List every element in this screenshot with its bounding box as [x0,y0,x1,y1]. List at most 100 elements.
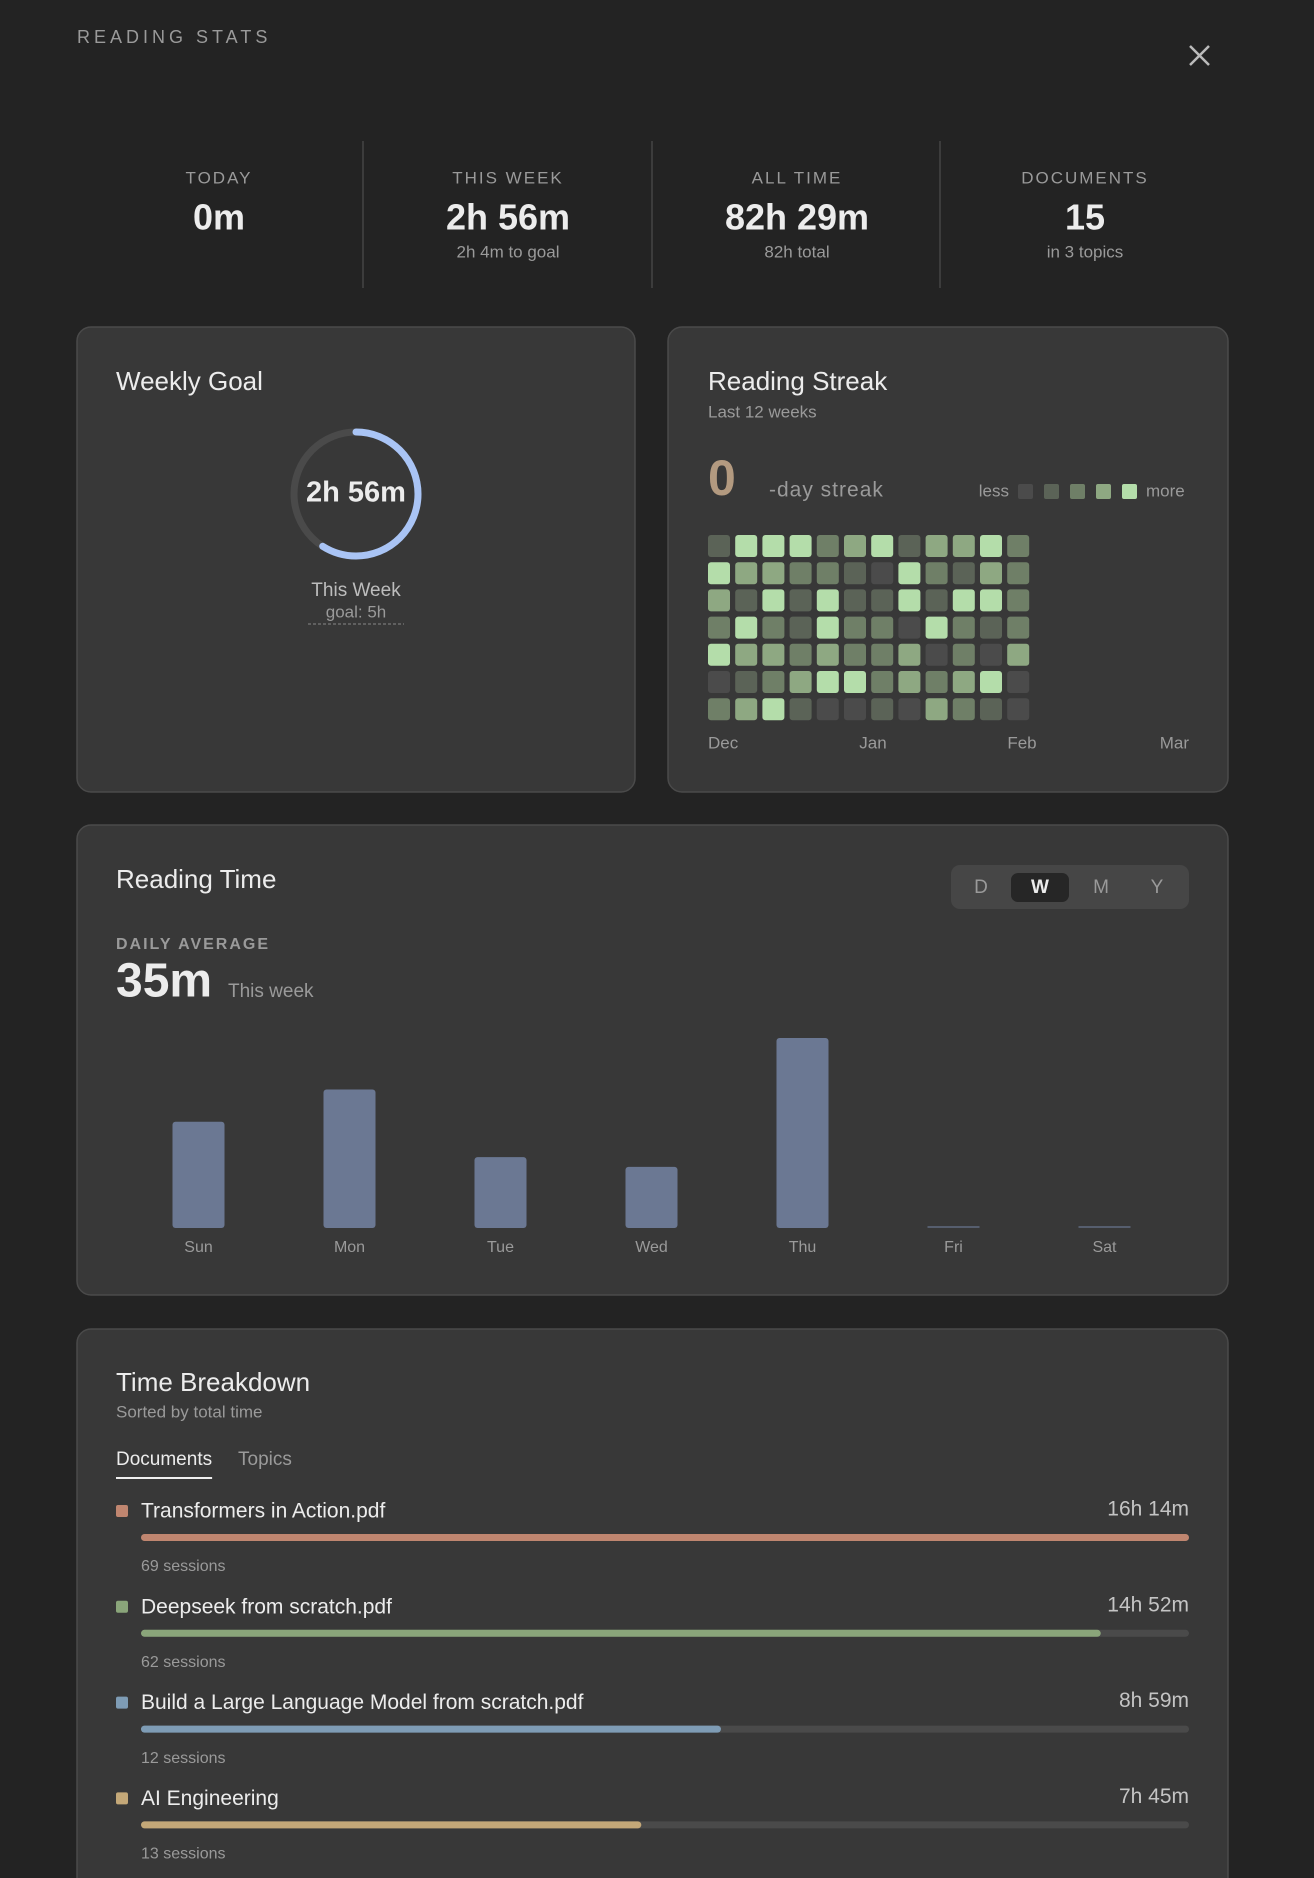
average-label: DAILY AVERAGE [116,936,270,953]
card-title: Weekly Goal [116,366,263,396]
item-color-dot [116,1792,128,1805]
legend-less: less [979,481,1009,500]
x-tick-label: Sun [184,1239,212,1256]
goal-ring-value: 2h 56m [306,477,406,509]
heatmap-cell [925,643,948,666]
heatmap-cell [735,535,758,557]
heatmap-cell [952,643,975,666]
stat-value: 82h 29m [725,197,869,238]
heatmap-cell [735,643,758,666]
breakdown-tab[interactable]: Topics [238,1449,292,1470]
heatmap-cell [844,562,866,585]
heatmap-cell [816,562,839,585]
bar [474,1157,527,1228]
heatmap-cell [708,616,730,639]
average-value: 35m [116,955,212,1008]
heatmap-cell [925,616,948,639]
heatmap-cell [789,643,812,666]
item-color-dot [116,1505,128,1517]
heatmap-cell [898,589,921,612]
period-option[interactable]: Y [1151,877,1164,898]
heatmap-cell [844,589,866,612]
heatmap-cell [708,643,730,666]
heatmap-cell [844,616,866,639]
x-tick-label: Fri [944,1239,963,1256]
stat-sub: in 3 topics [1047,242,1124,261]
bar [927,1226,980,1228]
heatmap-cell [1007,562,1030,585]
heatmap-cell [925,671,948,693]
heatmap-cell [871,671,894,693]
legend-more: more [1146,481,1185,500]
heatmap-cell [871,562,894,585]
heatmap-cell [1007,589,1030,612]
item-name: Transformers in Action.pdf [141,1500,385,1523]
item-name: Build a Large Language Model from scratc… [141,1691,584,1714]
breakdown-list: Transformers in Action.pdf 16h 14m 69 sess… [116,1498,1189,1863]
streak-suffix: -day streak [769,479,884,502]
x-tick-label: Wed [635,1239,668,1256]
item-bar [141,1534,1189,1541]
month-label: Jan [859,733,886,752]
heatmap-cell [1007,671,1030,693]
heatmap-cell [980,562,1002,585]
heatmap-cell [898,643,921,666]
heatmap-cell [735,589,758,612]
heatmap-cell [844,535,866,557]
heatmap-cell [925,589,948,612]
streak-count: 0 [708,450,736,506]
heatmap-cell [898,671,921,693]
heatmap-cell [925,535,948,557]
heatmap-cell [708,535,730,557]
item-name: AI Engineering [141,1787,279,1810]
month-label: Dec [708,733,739,752]
card-title: Time Breakdown [116,1367,310,1397]
item-bar [141,1629,1101,1637]
item-bar [141,1821,642,1829]
breakdown-tabs: Documents Topics [116,1449,292,1479]
x-tick-label: Thu [789,1239,817,1256]
goal-label: This Week [311,580,401,601]
heatmap-cell [980,698,1002,721]
heatmap-cell [762,671,785,693]
period-selected-bg [1011,873,1069,902]
card-subtitle: Last 12 weeks [708,402,817,421]
card-subtitle: Sorted by total time [116,1402,262,1421]
heatmap-cell [762,643,785,666]
period-option[interactable]: M [1093,877,1109,898]
heatmap-cell [871,616,894,639]
heatmap-cell [898,616,921,639]
heatmap-cell [871,643,894,666]
stat-value: 0m [193,197,245,238]
legend-swatch [1096,484,1111,499]
heatmap-cell [708,589,730,612]
heatmap-cell [762,562,785,585]
bar [1078,1226,1131,1228]
card-title: Reading Time [116,864,276,894]
item-color-dot [116,1600,128,1613]
bar [625,1166,678,1228]
heatmap-cell [735,562,758,585]
close-button[interactable] [1189,45,1210,66]
period-option[interactable]: W [1031,877,1049,898]
heatmap-cell [1007,616,1030,639]
breakdown-card [76,1328,1229,1878]
heatmap-cell [762,589,785,612]
stat-value: 15 [1065,197,1105,238]
heatmap-cell [816,616,839,639]
item-bar [141,1725,721,1733]
breakdown-tab[interactable]: Documents [116,1449,212,1470]
heatmap-cell [952,589,975,612]
page-title: READING STATS [77,27,271,47]
heatmap-cell [871,535,894,557]
heatmap-cell [952,671,975,693]
goal-target: goal: 5h [326,602,387,621]
stat-label: DOCUMENTS [1021,168,1149,187]
heatmap-cell [816,671,839,693]
heatmap-cell [762,535,785,557]
period-option[interactable]: D [974,877,988,898]
month-label: Mar [1160,733,1190,752]
heatmap-cell [871,698,894,721]
heatmap-cell [844,698,866,721]
heatmap-cell [789,562,812,585]
